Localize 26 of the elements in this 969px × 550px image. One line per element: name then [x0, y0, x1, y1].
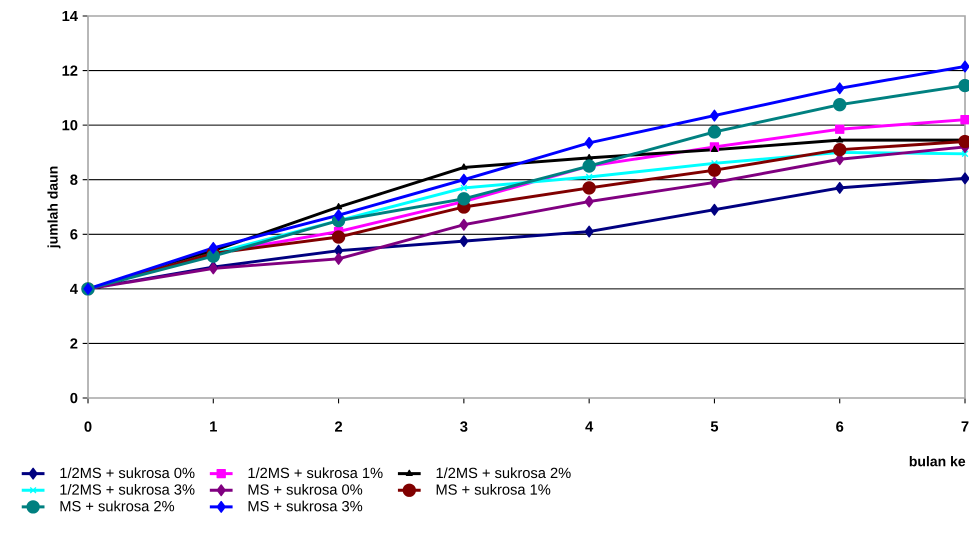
y-axis-title: jumlah daun — [47, 166, 60, 248]
y-tick-label: 4 — [70, 284, 78, 294]
y-tick-label: 6 — [70, 229, 78, 240]
x-tick-label: 7 — [962, 421, 968, 432]
x-tick-label: 3 — [460, 421, 468, 432]
legend-label: 1/2MS + sukrosa 2% — [436, 467, 571, 478]
legend-label: 1/2MS + sukrosa 1% — [248, 467, 383, 478]
x-tick-label: 6 — [836, 421, 844, 432]
y-tick-label: 0 — [70, 392, 78, 404]
legend-label: MS + sukrosa 0% — [248, 484, 362, 495]
y-tick-label: 8 — [70, 174, 78, 185]
legend-label: MS + sukrosa 2% — [60, 500, 174, 512]
y-tick-label: 12 — [62, 65, 78, 76]
x-axis-title: bulan ke — [910, 456, 966, 466]
x-tick-label: 2 — [335, 421, 342, 432]
legend-label: 1/2MS + sukrosa 3% — [60, 484, 194, 495]
legend-label: MS + sukrosa 1% — [436, 484, 550, 495]
x-tick-label: 5 — [710, 421, 718, 432]
x-tick-label: 0 — [84, 421, 92, 432]
legend-label: 1/2MS + sukrosa 0% — [60, 467, 194, 478]
x-tick-label: 1 — [210, 421, 217, 432]
y-tick-label: 14 — [62, 10, 78, 22]
y-tick-label: 10 — [62, 120, 78, 130]
x-tick-label: 4 — [585, 421, 594, 432]
y-tick-label: 2 — [70, 338, 78, 349]
legend-label: MS + sukrosa 3% — [248, 500, 362, 512]
